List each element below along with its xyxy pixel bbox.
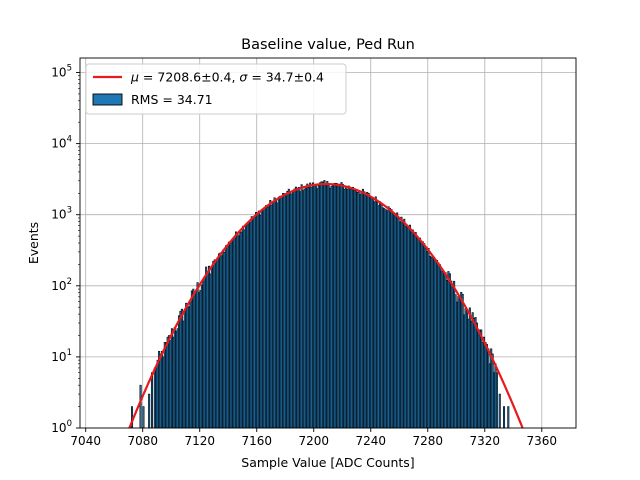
x-tick-label: 7320 xyxy=(470,434,501,448)
legend-fit-sigma-symbol: σ xyxy=(239,70,248,85)
x-tick-label: 7360 xyxy=(527,434,558,448)
legend-fit-mu-symbol: μ xyxy=(130,70,139,85)
histogram-bar xyxy=(503,406,506,429)
x-tick-label: 7040 xyxy=(70,434,101,448)
y-tick-label: 102 xyxy=(51,277,72,293)
x-tick-label: 7280 xyxy=(412,434,443,448)
legend: μ = 7208.6±0.4, σ = 34.7±0.4 RMS = 34.71 xyxy=(85,63,347,115)
x-tick-label: 7240 xyxy=(355,434,386,448)
chart-title: Baseline value, Ped Run xyxy=(241,37,415,53)
x-tick-label: 7080 xyxy=(127,434,158,448)
gaussian-fit-curve xyxy=(128,182,524,429)
legend-hist-label: RMS = 34.71 xyxy=(131,92,213,107)
x-axis-ticks: 7040 7080 7120 7160 7200 7240 7280 7320 7360 xyxy=(70,428,557,448)
histogram-bar xyxy=(139,384,142,429)
y-tick-label: 103 xyxy=(51,206,72,222)
legend-fit-mu-value: = 7208.6±0.4, xyxy=(139,70,239,85)
histogram-bar xyxy=(148,393,151,429)
histogram-bar xyxy=(507,406,510,429)
x-tick-label: 7160 xyxy=(241,434,272,448)
histogram-bar xyxy=(498,393,501,429)
histogram-bar xyxy=(142,406,145,429)
y-axis-ticks: 100 101 102 103 104 105 xyxy=(51,64,80,435)
x-tick-label: 7120 xyxy=(184,434,215,448)
legend-frame xyxy=(85,63,347,115)
y-axis-label: Events xyxy=(26,222,41,264)
legend-fit-label: μ = 7208.6±0.4, σ = 34.7±0.4 xyxy=(130,70,324,85)
y-tick-label: 101 xyxy=(51,348,72,364)
histogram-bar xyxy=(495,372,498,429)
y-tick-label: 105 xyxy=(51,64,72,80)
x-tick-label: 7200 xyxy=(298,434,329,448)
y-tick-label: 100 xyxy=(51,419,72,435)
legend-fit-sigma-value: = 34.7±0.4 xyxy=(247,70,324,85)
legend-hist-swatch xyxy=(92,93,123,106)
y-tick-label: 104 xyxy=(51,135,72,151)
histogram-bar xyxy=(150,372,153,429)
x-axis-label: Sample Value [ADC Counts] xyxy=(241,455,414,470)
